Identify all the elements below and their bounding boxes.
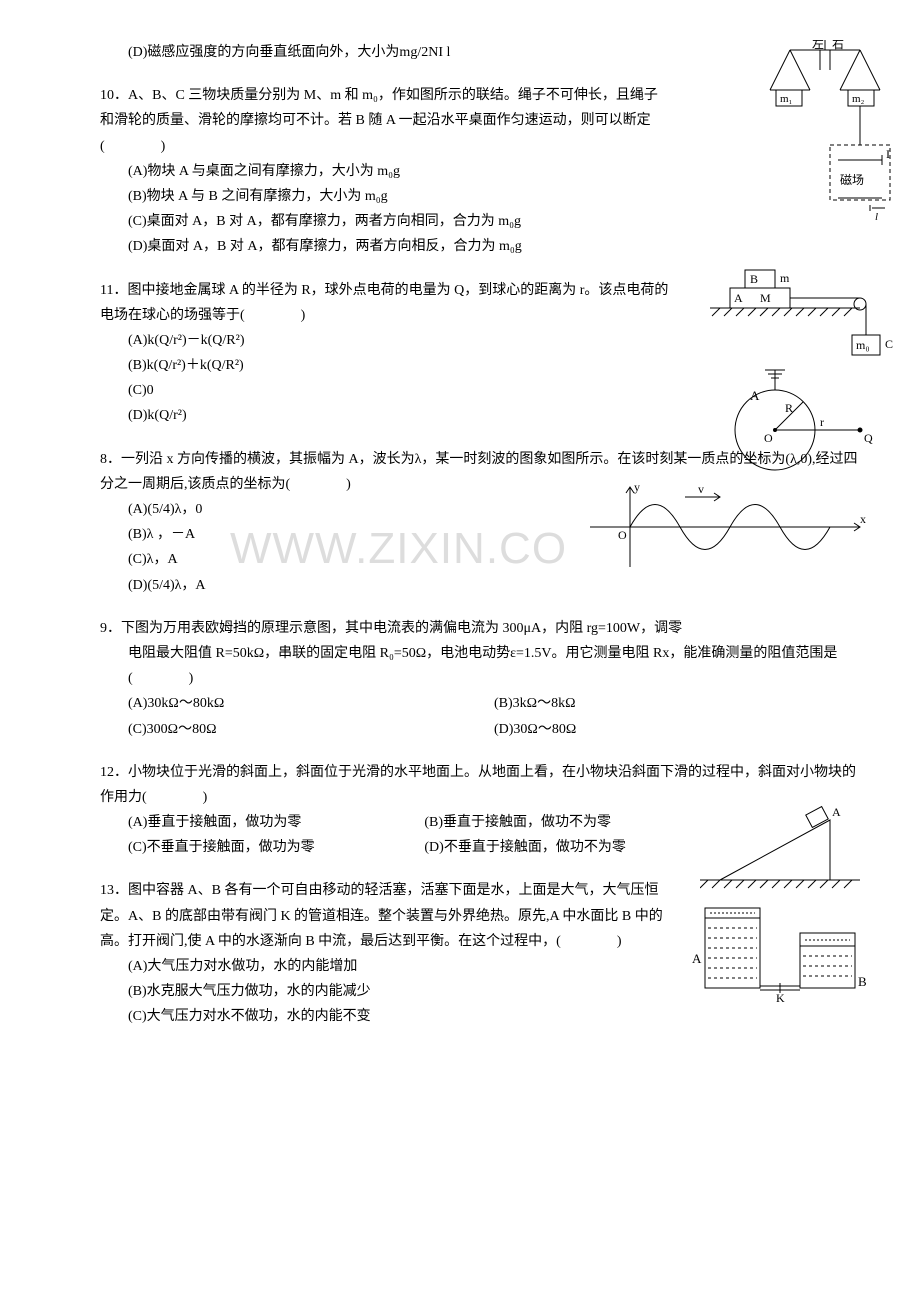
q10-a: (A)物块 A 与桌面之间有摩擦力，大小为 m₀g [100, 159, 670, 184]
q11-b: (B)k(Q/r²)＋k(Q/R²) [100, 353, 670, 378]
question-d-option: (D)磁感应强度的方向垂直纸面向外，大小为mg/2NI l [100, 40, 860, 65]
question-9: 9．下图为万用表欧姆挡的原理示意图，其中电流表的满偏电流为 300μA，内阻 r… [100, 616, 860, 742]
q9-d: (D)30Ω～80Ω [494, 717, 860, 742]
q11-d: (D)k(Q/r²) [100, 403, 670, 428]
q9-b: (B)3kΩ～8kΩ [494, 691, 860, 716]
question-8: WWW.ZIXIN.CO 8．一列沿 x 方向传播的横波，其振幅为 A，波长为λ… [100, 447, 860, 598]
q8-a: (A)(5/4)λ，0 [100, 497, 860, 522]
label-I: I [886, 147, 890, 161]
question-13: 13．图中容器 A、B 各有一个可自由移动的轻活塞，活塞下面是水，上面是大气，大… [100, 878, 860, 1029]
q8-stem: 8．一列沿 x 方向传播的横波，其振幅为 A，波长为λ，某一时刻波的图象如图所示… [100, 447, 860, 497]
q13-b: (B)水克服大气压力做功，水的内能减少 [100, 979, 680, 1004]
q11-a: (A)k(Q/r²)－k(Q/R²) [100, 328, 670, 353]
q12-a: (A)垂直于接触面，做功为零 [128, 810, 424, 835]
q9-a: (A)30kΩ～80kΩ [128, 691, 494, 716]
q9-stem1: 9．下图为万用表欧姆挡的原理示意图，其中电流表的满偏电流为 300μA，内阻 r… [100, 616, 860, 641]
q11-stem: 11．图中接地金属球 A 的半径为 R，球外点电荷的电量为 Q，到球心的距离为 … [100, 278, 670, 328]
label-vessel-B: B [858, 974, 867, 989]
question-11: 11．图中接地金属球 A 的半径为 R，球外点电荷的电量为 Q，到球心的距离为 … [100, 278, 860, 429]
q13-c: (C)大气压力对水不做功，水的内能不变 [100, 1004, 680, 1029]
q12-c: (C)不垂直于接触面，做功为零 [128, 835, 424, 860]
q10-stem: 10．A、B、C 三物块质量分别为 M、m 和 m₀，作如图所示的联结。绳子不可… [100, 83, 670, 159]
q13-stem: 13．图中容器 A、B 各有一个可自由移动的轻活塞，活塞下面是水，上面是大气，大… [100, 878, 680, 954]
q12-b: (B)垂直于接触面，做功不为零 [424, 810, 720, 835]
q8-d: (D)(5/4)λ，A [100, 573, 860, 598]
q8-b: (B)λ ，－A [100, 522, 860, 547]
q13-a: (A)大气压力对水做功，水的内能增加 [100, 954, 680, 979]
question-12: 12．小物块位于光滑的斜面上，斜面位于光滑的水平地面上。从地面上看，在小物块沿斜… [100, 760, 860, 861]
label-K: K [776, 991, 785, 1005]
q8-c: (C)λ，A [100, 547, 860, 572]
label-x: x [860, 512, 866, 526]
q10-c: (C)桌面对 A，B 对 A，都有摩擦力，两者方向相同，合力为 m₀g [100, 209, 670, 234]
label-Q: Q [864, 431, 873, 445]
q10-b: (B)物块 A 与 B 之间有摩擦力，大小为 m₀g [100, 184, 670, 209]
label-C: C [885, 337, 893, 351]
q9-stem2: 电阻最大阻值 R=50kΩ，串联的固定电阻 R₀=50Ω，电池电动势ε=1.5V… [100, 641, 860, 691]
q10-d: (D)桌面对 A，B 对 A，都有摩擦力，两者方向相反，合力为 m₀g [100, 234, 670, 259]
q9-c: (C)300Ω～80Ω [128, 717, 494, 742]
label-incline-A: A [832, 805, 841, 819]
figure-vessels: A B K [680, 898, 870, 1008]
label-l: l [875, 211, 878, 223]
q11-c: (C)0 [100, 378, 670, 403]
question-10: 10．A、B、C 三物块质量分别为 M、m 和 m₀，作如图所示的联结。绳子不可… [100, 83, 860, 259]
q12-d: (D)不垂直于接触面，做功不为零 [424, 835, 720, 860]
option-d-top: (D)磁感应强度的方向垂直纸面向外，大小为mg/2NI l [100, 40, 860, 65]
label-vessel-A: A [692, 951, 702, 966]
